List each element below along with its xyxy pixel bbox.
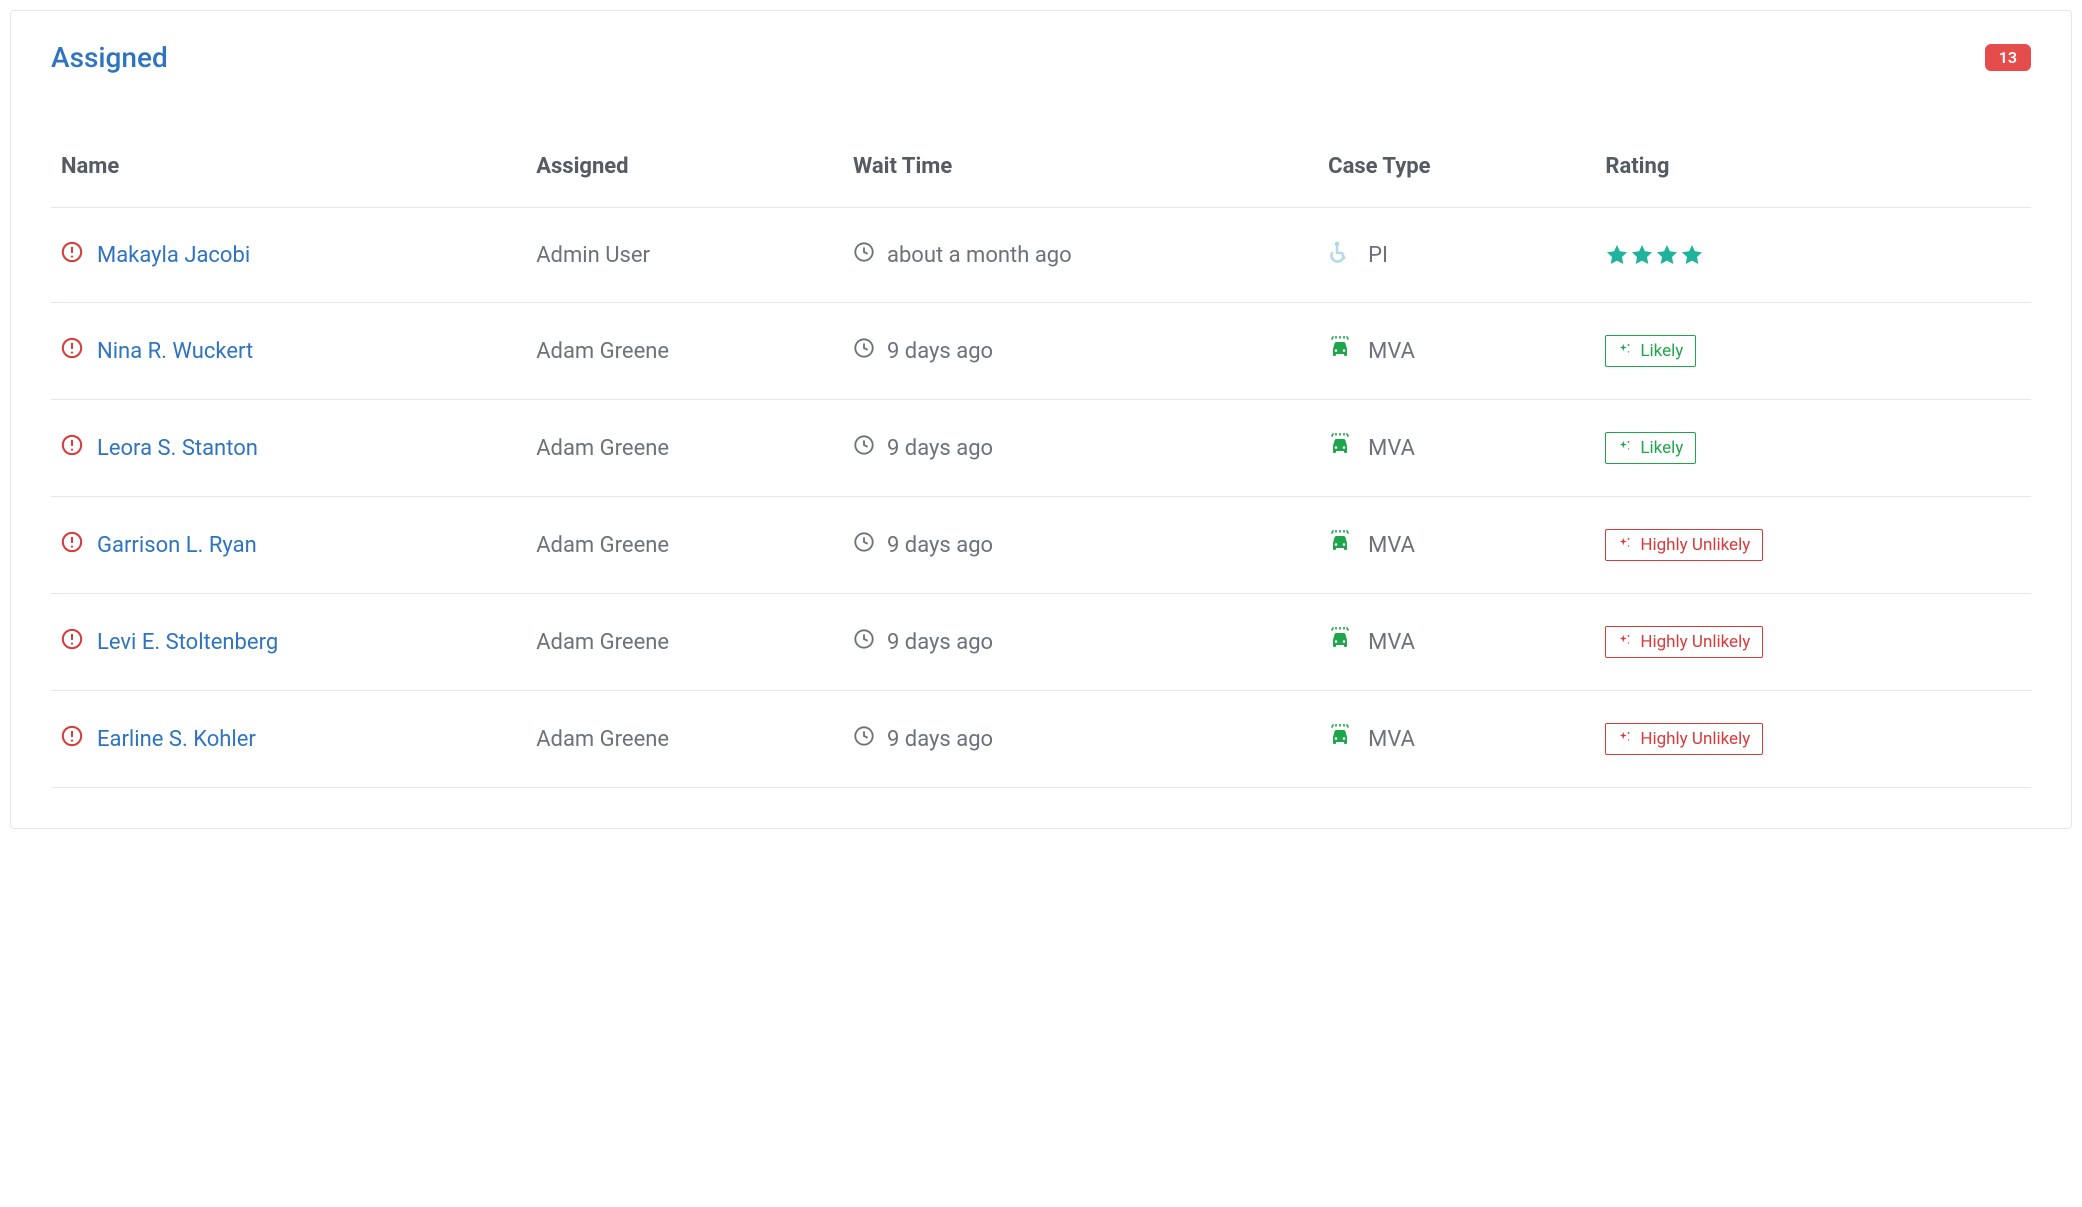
wait-text: about a month ago <box>887 243 1072 268</box>
casetype-cell: MVA <box>1328 433 1585 463</box>
case-name-link[interactable]: Makayla Jacobi <box>97 243 250 268</box>
rating-cell <box>1595 208 2031 303</box>
col-header-rating[interactable]: Rating <box>1595 134 2031 208</box>
table-row[interactable]: Garrison L. Ryan Adam Greene 9 days ago … <box>51 497 2031 594</box>
rating-cell: Highly Unlikely <box>1595 691 2031 788</box>
rating-cell: Highly Unlikely <box>1595 594 2031 691</box>
panel-title: Assigned <box>51 41 168 74</box>
panel-header: Assigned 13 <box>51 41 2031 74</box>
col-header-casetype[interactable]: Case Type <box>1318 134 1595 208</box>
col-header-assigned[interactable]: Assigned <box>526 134 843 208</box>
table-row[interactable]: Nina R. Wuckert Adam Greene 9 days ago M… <box>51 303 2031 400</box>
wait-text: 9 days ago <box>887 436 993 461</box>
case-name-link[interactable]: Garrison L. Ryan <box>97 533 257 558</box>
case-name-link[interactable]: Leora S. Stanton <box>97 436 258 461</box>
rating-badge: Likely <box>1605 335 1696 367</box>
casetype-text: MVA <box>1368 339 1415 364</box>
clock-icon <box>853 725 875 753</box>
rating-cell: Highly Unlikely <box>1595 497 2031 594</box>
alert-icon <box>61 531 83 559</box>
rating-label: Highly Unlikely <box>1640 729 1750 749</box>
mva-icon <box>1328 627 1352 657</box>
clock-icon <box>853 531 875 559</box>
rating-cell: Likely <box>1595 400 2031 497</box>
assigned-cell: Adam Greene <box>526 400 843 497</box>
alert-icon <box>61 628 83 656</box>
wait-cell: about a month ago <box>853 241 1308 269</box>
name-cell: Earline S. Kohler <box>61 725 516 753</box>
rating-badge: Highly Unlikely <box>1605 626 1763 658</box>
clock-icon <box>853 434 875 462</box>
mva-icon <box>1328 433 1352 463</box>
case-name-link[interactable]: Levi E. Stoltenberg <box>97 630 278 655</box>
clock-icon <box>853 241 875 269</box>
wait-text: 9 days ago <box>887 339 993 364</box>
alert-icon <box>61 241 83 269</box>
col-header-wait[interactable]: Wait Time <box>843 134 1318 208</box>
casetype-text: MVA <box>1368 533 1415 558</box>
casetype-cell: MVA <box>1328 530 1585 560</box>
assigned-cell: Adam Greene <box>526 594 843 691</box>
case-name-link[interactable]: Earline S. Kohler <box>97 727 256 752</box>
table-row[interactable]: Levi E. Stoltenberg Adam Greene 9 days a… <box>51 594 2031 691</box>
name-cell: Garrison L. Ryan <box>61 531 516 559</box>
casetype-cell: MVA <box>1328 336 1585 366</box>
wait-cell: 9 days ago <box>853 337 1308 365</box>
assigned-panel: Assigned 13 Name Assigned Wait Time Case… <box>10 10 2072 829</box>
table-header-row: Name Assigned Wait Time Case Type Rating <box>51 134 2031 208</box>
alert-icon <box>61 725 83 753</box>
wait-text: 9 days ago <box>887 727 993 752</box>
sparkle-icon <box>1618 341 1632 361</box>
wait-text: 9 days ago <box>887 630 993 655</box>
rating-label: Highly Unlikely <box>1640 535 1750 555</box>
casetype-text: MVA <box>1368 630 1415 655</box>
alert-icon <box>61 434 83 462</box>
alert-icon <box>61 337 83 365</box>
rating-badge: Highly Unlikely <box>1605 723 1763 755</box>
casetype-cell: MVA <box>1328 627 1585 657</box>
assigned-cell: Adam Greene <box>526 691 843 788</box>
name-cell: Makayla Jacobi <box>61 241 516 269</box>
name-cell: Levi E. Stoltenberg <box>61 628 516 656</box>
mva-icon <box>1328 530 1352 560</box>
table-row[interactable]: Earline S. Kohler Adam Greene 9 days ago… <box>51 691 2031 788</box>
sparkle-icon <box>1618 632 1632 652</box>
casetype-cell: PI <box>1328 240 1585 270</box>
sparkle-icon <box>1618 729 1632 749</box>
sparkle-icon <box>1618 438 1632 458</box>
table-row[interactable]: Leora S. Stanton Adam Greene 9 days ago … <box>51 400 2031 497</box>
rating-stars <box>1605 243 2021 267</box>
case-name-link[interactable]: Nina R. Wuckert <box>97 339 253 364</box>
wait-cell: 9 days ago <box>853 531 1308 559</box>
rating-badge: Highly Unlikely <box>1605 529 1763 561</box>
name-cell: Leora S. Stanton <box>61 434 516 462</box>
count-badge: 13 <box>1985 44 2031 71</box>
clock-icon <box>853 337 875 365</box>
assigned-cell: Adam Greene <box>526 303 843 400</box>
casetype-text: PI <box>1368 243 1388 268</box>
casetype-text: MVA <box>1368 727 1415 752</box>
wait-cell: 9 days ago <box>853 725 1308 753</box>
rating-badge: Likely <box>1605 432 1696 464</box>
sparkle-icon <box>1618 535 1632 555</box>
cases-table: Name Assigned Wait Time Case Type Rating… <box>51 134 2031 788</box>
mva-icon <box>1328 724 1352 754</box>
col-header-name[interactable]: Name <box>51 134 526 208</box>
rating-label: Likely <box>1640 438 1683 458</box>
wait-cell: 9 days ago <box>853 628 1308 656</box>
rating-label: Likely <box>1640 341 1683 361</box>
assigned-cell: Adam Greene <box>526 497 843 594</box>
assigned-cell: Admin User <box>526 208 843 303</box>
casetype-text: MVA <box>1368 436 1415 461</box>
rating-label: Highly Unlikely <box>1640 632 1750 652</box>
table-row[interactable]: Makayla Jacobi Admin User about a month … <box>51 208 2031 303</box>
name-cell: Nina R. Wuckert <box>61 337 516 365</box>
wait-text: 9 days ago <box>887 533 993 558</box>
rating-cell: Likely <box>1595 303 2031 400</box>
wait-cell: 9 days ago <box>853 434 1308 462</box>
mva-icon <box>1328 336 1352 366</box>
casetype-cell: MVA <box>1328 724 1585 754</box>
clock-icon <box>853 628 875 656</box>
pi-icon <box>1328 240 1352 270</box>
